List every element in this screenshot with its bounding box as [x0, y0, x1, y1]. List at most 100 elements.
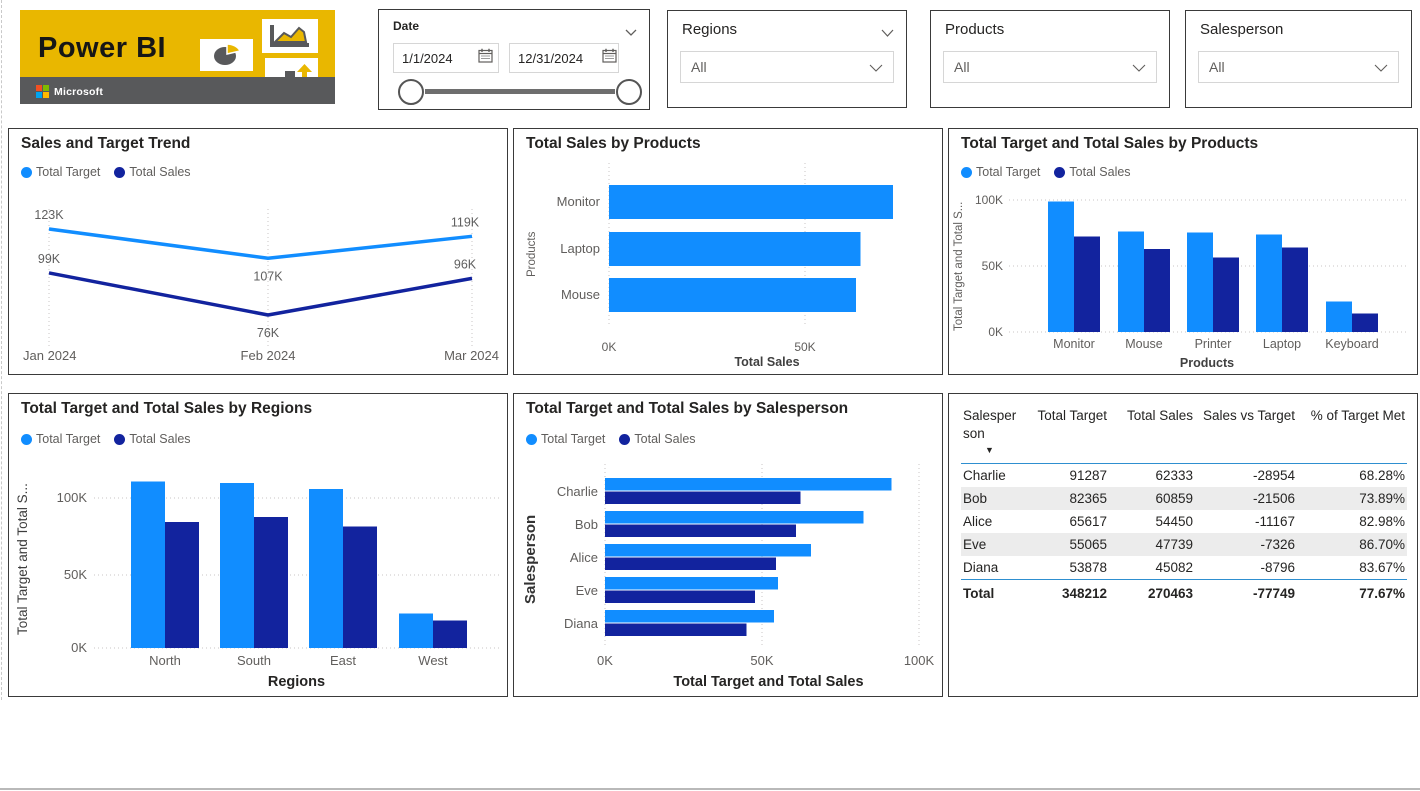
- table-row-alice[interactable]: Alice 65617 54450 -11167 82.98%: [961, 510, 1407, 533]
- calendar-icon[interactable]: [602, 48, 617, 68]
- column-header-total-sales[interactable]: Total Sales: [1126, 408, 1193, 423]
- table-cell: 91287: [1069, 468, 1107, 484]
- target-sales-by-salesperson-plot[interactable]: Charlie Bob Alice Eve Diana 0K 50K 100K: [514, 394, 941, 695]
- table-row-diana[interactable]: Diana 53878 45082 -8796 83.67%: [961, 556, 1407, 580]
- chevron-down-icon[interactable]: [881, 24, 894, 42]
- bar-monitor[interactable]: [609, 185, 894, 219]
- column-header--of-target-met[interactable]: % of Target Met: [1310, 408, 1405, 423]
- table-cell: 83.67%: [1359, 560, 1405, 576]
- axis-label: Monitor: [1053, 337, 1095, 351]
- column-header-salesperson[interactable]: Salesperson ▼: [963, 408, 1017, 456]
- axis-label: 50K: [64, 567, 87, 582]
- microsoft-logo-icon: [36, 85, 49, 98]
- bar-sales-east[interactable]: [343, 526, 377, 649]
- date-range-slider-handle-end[interactable]: [616, 79, 642, 105]
- salesperson-slicer: Salesperson All: [1185, 10, 1412, 108]
- target-sales-by-product-plot[interactable]: 0K 50K 100K Monitor Mouse Printer Laptop Keyboa…: [949, 129, 1416, 373]
- bar-target-west[interactable]: [399, 613, 433, 649]
- logo-footer-strip: Microsoft: [20, 77, 335, 104]
- legend-dot-sales: [619, 433, 631, 445]
- date-range-slider-handle-start[interactable]: [398, 79, 424, 105]
- bar-laptop[interactable]: [609, 232, 861, 266]
- table-row-charlie[interactable]: Charlie 91287 62333 -28954 68.28%: [961, 464, 1407, 488]
- bar-sales-monitor[interactable]: [1074, 236, 1100, 332]
- axis-label: 50K: [794, 340, 815, 354]
- axis-label: 0K: [71, 640, 87, 655]
- bar-target-keyboard[interactable]: [1326, 301, 1352, 332]
- table-cell: 82365: [1069, 491, 1107, 507]
- bar-sales-diana[interactable]: [605, 623, 747, 637]
- pie-chart-icon: [200, 39, 253, 71]
- bar-target-diana[interactable]: [605, 610, 775, 623]
- bar-target-bob[interactable]: [605, 511, 864, 524]
- logo-title: Power BI: [38, 32, 167, 64]
- axis-label: 0K: [988, 325, 1003, 339]
- panel-sales-target-trend: Sales and Target Trend Total Target Tota…: [8, 128, 508, 375]
- bar-target-alice[interactable]: [605, 544, 812, 557]
- bar-target-east[interactable]: [309, 489, 343, 648]
- bar-mouse[interactable]: [609, 278, 856, 312]
- axis-label: 99K: [38, 252, 61, 266]
- regions-slicer: Regions All: [667, 10, 907, 108]
- bar-target-laptop[interactable]: [1256, 234, 1282, 332]
- table-total-cell: 270463: [1109, 579, 1195, 606]
- axis-label: 107K: [253, 269, 283, 283]
- column-header-sales-vs-target[interactable]: Sales vs Target: [1202, 408, 1295, 423]
- bar-sales-alice[interactable]: [605, 557, 776, 571]
- bar-sales-north[interactable]: [165, 522, 199, 648]
- bar-target-mouse[interactable]: [1118, 231, 1144, 332]
- bar-sales-printer[interactable]: [1213, 257, 1239, 332]
- calendar-icon[interactable]: [478, 48, 493, 68]
- bar-sales-west[interactable]: [433, 620, 467, 648]
- legend-label-sales: Total Sales: [129, 165, 191, 179]
- table-row-bob[interactable]: Bob 82365 60859 -21506 73.89%: [961, 487, 1407, 511]
- bar-target-south[interactable]: [220, 483, 254, 648]
- bar-sales-keyboard[interactable]: [1352, 313, 1378, 332]
- column-header-total-target[interactable]: Total Target: [1037, 408, 1107, 423]
- products-dropdown[interactable]: All: [943, 51, 1157, 83]
- date-start-input[interactable]: [394, 50, 478, 66]
- bar-target-eve[interactable]: [605, 577, 778, 590]
- salesperson-dropdown[interactable]: All: [1198, 51, 1399, 83]
- axis-label: Keyboard: [1325, 337, 1379, 351]
- bar-sales-charlie[interactable]: [605, 491, 801, 505]
- date-end-input[interactable]: [510, 50, 602, 66]
- line-total-target[interactable]: [48, 227, 473, 261]
- sales-by-product-plot[interactable]: Monitor Laptop Mouse 0K 50K: [514, 129, 941, 373]
- target-sales-by-region-plot[interactable]: 0K 50K 100K North South East West: [9, 394, 506, 695]
- line-chart-icon: [262, 19, 318, 53]
- bar-sales-bob[interactable]: [605, 524, 797, 538]
- table-row-eve[interactable]: Eve 55065 47739 -7326 86.70%: [961, 533, 1407, 557]
- bar-target-north[interactable]: [131, 481, 165, 649]
- axis-label: 119K: [451, 215, 480, 229]
- chevron-down-icon[interactable]: [625, 23, 637, 41]
- date-range-slider-track[interactable]: [425, 89, 615, 94]
- date-end-field[interactable]: [509, 43, 619, 73]
- bar-sales-south[interactable]: [254, 516, 288, 648]
- power-bi-logo: Power BI Microsoft: [20, 10, 335, 104]
- legend-label-sales: Total Sales: [1069, 165, 1131, 179]
- axis-label: West: [418, 653, 448, 668]
- bar-sales-mouse[interactable]: [1144, 248, 1170, 332]
- table-cell: -21506: [1252, 491, 1295, 507]
- products-slicer: Products All: [930, 10, 1170, 108]
- date-start-field[interactable]: [393, 43, 499, 73]
- legend-dot-target: [21, 433, 32, 445]
- axis-label: Alice: [570, 550, 598, 565]
- x-axis-title: Total Target and Total Sales: [673, 674, 864, 690]
- regions-dropdown[interactable]: All: [680, 51, 894, 83]
- bar-sales-laptop[interactable]: [1282, 247, 1308, 332]
- chart-title: Total Target and Total Sales by Regions: [21, 400, 313, 417]
- bar-target-printer[interactable]: [1187, 232, 1213, 332]
- legend-dot-sales: [114, 166, 126, 178]
- table-cell: -28954: [1252, 468, 1295, 484]
- axis-label: 96K: [454, 257, 477, 271]
- bar-target-charlie[interactable]: [605, 478, 892, 491]
- x-axis-title: Total Sales: [734, 355, 800, 369]
- trend-line-plot[interactable]: 123K 107K 119K 99K 76K 96K Jan 2024 Feb 2024 Mar…: [9, 129, 506, 373]
- panel-salesperson-table: Salesperson ▼ Total Target Total Sales Sales…: [948, 393, 1418, 697]
- salesperson-table: Salesperson ▼ Total Target Total Sales Sales…: [961, 404, 1407, 606]
- bar-target-monitor[interactable]: [1048, 201, 1074, 332]
- bar-sales-eve[interactable]: [605, 590, 755, 604]
- line-total-sales[interactable]: [48, 271, 473, 317]
